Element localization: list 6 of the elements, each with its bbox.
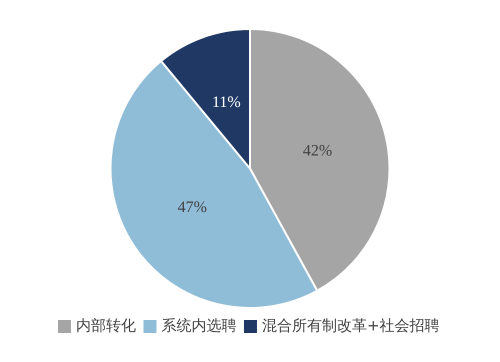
data-label: 42%	[302, 142, 332, 160]
legend-label: 系统内选聘	[161, 316, 236, 334]
legend-label: 内部转化	[76, 316, 136, 334]
legend-label: 混合所有制改革+社会招聘	[262, 316, 440, 334]
data-label: 47%	[178, 198, 207, 216]
data-label: 11%	[212, 94, 241, 112]
